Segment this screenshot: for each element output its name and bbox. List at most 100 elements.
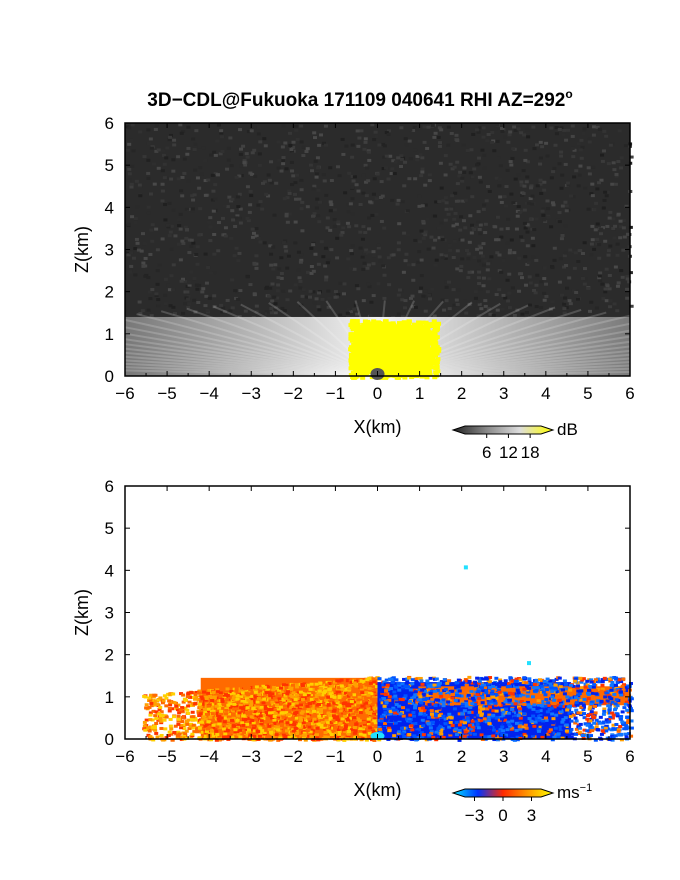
negative-velocity-cell [571, 684, 576, 688]
noise-cell [280, 159, 285, 163]
noise-cell [590, 224, 595, 228]
noise-cell [269, 307, 274, 311]
positive-velocity-cell [281, 698, 286, 702]
noise-cell [580, 276, 585, 280]
noise-cell [495, 308, 500, 312]
noise-cell [593, 228, 598, 232]
positive-velocity-cell [326, 703, 331, 707]
noise-cell [425, 217, 430, 221]
noise-cell [430, 123, 435, 127]
positive-velocity-cell [271, 729, 276, 733]
noise-cell [613, 182, 618, 186]
x-tick-label: −1 [326, 384, 345, 403]
noise-cell [451, 224, 456, 228]
negative-velocity-cell [521, 725, 526, 729]
negative-velocity-cell [387, 728, 392, 732]
positive-velocity-cell [365, 704, 370, 708]
positive-velocity-cell [276, 722, 281, 726]
noise-cell [597, 274, 602, 278]
positive-velocity-cell [249, 700, 254, 704]
noise-cell [316, 305, 321, 309]
positive-velocity-cell [323, 685, 328, 689]
noise-cell [288, 131, 293, 135]
noise-cell [517, 211, 522, 215]
noise-cell [354, 183, 359, 187]
negative-velocity-cell [530, 700, 535, 704]
noise-cell [373, 130, 378, 134]
positive-velocity-cell [305, 683, 310, 687]
negative-velocity-cell [474, 719, 479, 723]
noise-cell [517, 289, 522, 293]
noise-cell [219, 303, 224, 307]
negative-velocity-cell [619, 693, 624, 697]
noise-cell [317, 308, 322, 312]
positive-velocity-cell [223, 712, 228, 716]
positive-velocity-cell [176, 714, 181, 718]
noise-cell [193, 168, 198, 172]
negative-velocity-cell [477, 677, 482, 681]
noise-cell [319, 240, 324, 244]
positive-velocity-cell [348, 716, 353, 720]
noise-cell [516, 173, 521, 177]
positive-velocity-cell [218, 725, 223, 729]
negative-velocity-cell [473, 703, 478, 707]
noise-cell [538, 178, 543, 182]
noise-cell [301, 288, 306, 292]
noise-cell [321, 141, 326, 145]
noise-cell [542, 188, 547, 192]
noise-cell [216, 249, 221, 253]
noise-cell [468, 214, 473, 218]
positive-velocity-cell [269, 723, 274, 727]
positive-velocity-cell [171, 692, 176, 696]
noise-cell [277, 158, 282, 162]
positive-velocity-cell [300, 684, 305, 688]
negative-velocity-cell [380, 691, 385, 695]
positive-velocity-cell [228, 705, 233, 709]
noise-cell [462, 170, 467, 174]
negative-velocity-cell [418, 676, 423, 680]
positive-velocity-cell [144, 718, 149, 722]
negative-velocity-cell [494, 703, 499, 707]
positive-velocity-cell [211, 734, 216, 738]
noise-cell [361, 173, 366, 177]
noise-cell [510, 156, 515, 160]
noise-cell [281, 124, 286, 128]
positive-velocity-cell [235, 697, 240, 701]
noise-cell [193, 310, 198, 314]
positive-velocity-cell [206, 704, 211, 708]
positive-velocity-cell [169, 732, 174, 736]
positive-velocity-cell [351, 724, 356, 728]
noise-cell [254, 304, 259, 308]
positive-velocity-cell [346, 713, 351, 717]
noise-cell [250, 227, 255, 231]
noise-cell [499, 200, 504, 204]
negative-velocity-cell [504, 707, 509, 711]
negative-velocity-cell [622, 706, 627, 710]
positive-velocity-cell [294, 729, 299, 733]
positive-velocity-cell [155, 735, 160, 739]
noise-cell [356, 189, 361, 193]
positive-velocity-cell [256, 712, 261, 716]
noise-cell [619, 156, 624, 160]
noise-cell [528, 186, 533, 190]
negative-velocity-cell [610, 738, 615, 742]
positive-velocity-cell [150, 725, 155, 729]
positive-velocity-cell [271, 688, 276, 692]
noise-cell [247, 210, 252, 214]
positive-velocity-cell [366, 706, 371, 710]
positive-velocity-cell [231, 691, 236, 695]
noise-cell [511, 201, 516, 205]
positive-velocity-cell [334, 707, 339, 711]
noise-cell [485, 185, 490, 189]
noise-cell [525, 175, 530, 179]
positive-velocity-cell [357, 735, 362, 739]
positive-velocity-cell [206, 720, 211, 724]
noise-cell [587, 172, 592, 176]
noise-cell [367, 216, 372, 220]
positive-velocity-cell [349, 721, 354, 725]
noise-cell [367, 227, 372, 231]
positive-velocity-cell [335, 700, 340, 704]
noise-cell [454, 298, 459, 302]
noise-cell [507, 272, 512, 276]
noise-cell [589, 253, 594, 257]
